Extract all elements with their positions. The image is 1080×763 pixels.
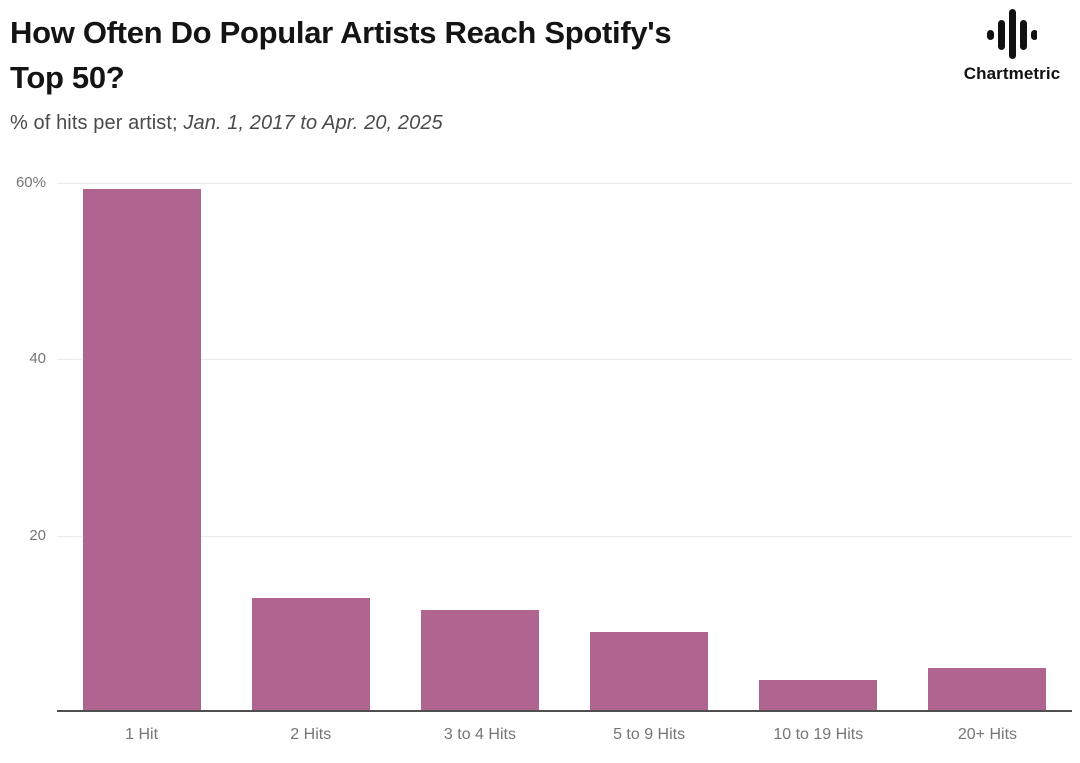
x-tick-label: 1 Hit <box>125 726 159 743</box>
bar-10-to-19-hits <box>759 680 878 710</box>
chart-subtitle-daterange: Jan. 1, 2017 to Apr. 20, 2025 <box>183 112 443 134</box>
y-tick-label: 40 <box>29 350 46 368</box>
bar-5-to-9-hits <box>590 632 709 710</box>
chart-subtitle-text: % of hits per artist; <box>10 112 184 134</box>
page-title-line1: How Often Do Popular Artists Reach Spoti… <box>10 15 672 50</box>
bar-2-hits <box>251 598 370 710</box>
x-tick-label: 20+ Hits <box>957 726 1018 743</box>
page-title: How Often Do Popular Artists Reach Spoti… <box>10 10 940 100</box>
chart-subtitle: % of hits per artist; Jan. 1, 2017 to Ap… <box>10 112 443 135</box>
chartmetric-waveform-icon <box>987 8 1037 60</box>
y-tick-label: 20 <box>29 526 46 544</box>
x-tick-label: 5 to 9 Hits <box>613 726 686 743</box>
x-tick-label: 10 to 19 Hits <box>773 726 864 743</box>
bar-3-to-4-hits <box>420 610 539 710</box>
gridline <box>57 183 1072 184</box>
bar-1-hit <box>82 188 201 710</box>
chartmetric-logo: Chartmetric <box>952 8 1072 84</box>
chartmetric-wordmark: Chartmetric <box>963 64 1061 83</box>
bar-20-hits <box>928 667 1047 710</box>
y-tick-label: 60% <box>15 174 46 191</box>
plot-area <box>57 183 1072 712</box>
gridline <box>57 359 1072 361</box>
page-title-line2: Top 50? <box>10 60 125 95</box>
gridline <box>57 535 1072 537</box>
x-tick-label: 3 to 4 Hits <box>443 726 516 743</box>
x-tick-label: 2 Hits <box>290 726 332 743</box>
x-axis-labels: 1 Hit 2 Hits 3 to 4 Hits 5 to 9 Hits 10 to 1… <box>57 724 1072 746</box>
